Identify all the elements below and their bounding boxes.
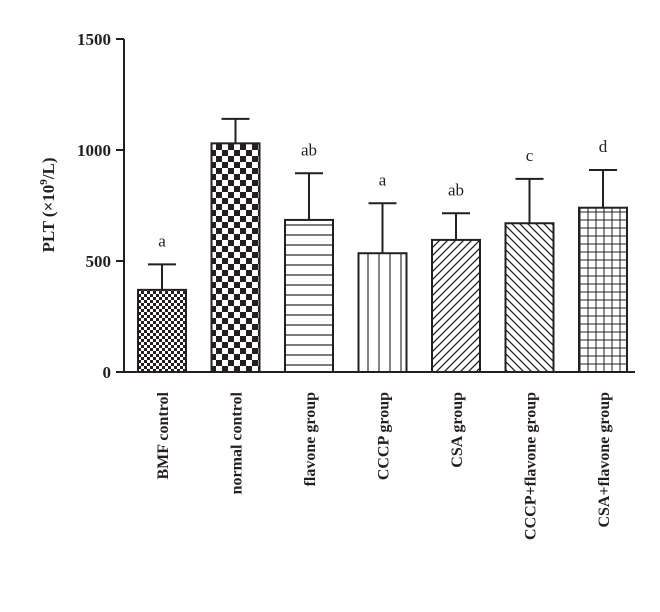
significance-label: ab [448, 180, 464, 199]
category-label: CSA+flavone group [596, 392, 613, 528]
y-axis-title: PLT (×109/L) [38, 157, 58, 252]
y-ticks: 0 500 1000 1500 [77, 30, 124, 382]
y-tick-label: 1000 [77, 141, 111, 160]
y-axis: 0 500 1000 1500 [77, 30, 125, 382]
significance-labels: a ab a ab c d [158, 137, 608, 250]
bar [210, 142, 261, 373]
significance-label: d [599, 137, 608, 156]
bar [578, 206, 628, 373]
y-tick-label: 500 [86, 252, 112, 271]
significance-label: a [158, 231, 166, 250]
bars [137, 142, 628, 373]
significance-label: a [379, 170, 387, 189]
y-axis-title-superscript: 9 [38, 179, 50, 185]
y-tick-label: 1500 [77, 30, 111, 49]
y-axis-title-suffix: /L) [39, 157, 58, 180]
category-label: CCCP+flavone group [523, 392, 540, 540]
category-label: CCCP group [376, 392, 393, 480]
category-label: normal control [229, 391, 246, 494]
category-labels: BMF control normal control flavone group CC… [155, 391, 613, 539]
bar [504, 222, 555, 373]
bar [431, 238, 481, 373]
bar [284, 218, 334, 373]
y-axis-title-prefix: PLT (×10 [39, 185, 58, 253]
bar [137, 288, 187, 373]
category-label: BMF control [155, 391, 172, 479]
category-label: flavone group [302, 392, 319, 486]
significance-label: c [526, 146, 534, 165]
bar [357, 252, 408, 373]
error-bars [148, 117, 617, 290]
y-tick-label: 0 [103, 363, 112, 382]
significance-label: ab [301, 140, 317, 159]
category-label: CSA group [449, 392, 466, 468]
